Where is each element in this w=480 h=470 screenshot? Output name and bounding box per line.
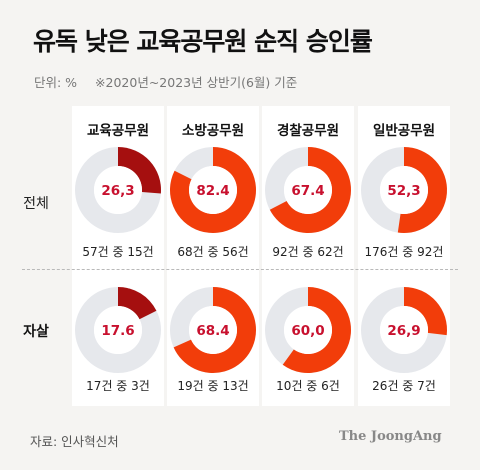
donut-hole [380,306,428,354]
donut-slice [118,287,157,320]
donut-caption: 19건 중 13건 [177,379,249,393]
donut-hole [189,166,237,214]
donut-value-label: 67.4 [291,183,324,199]
donut-slice [118,147,161,194]
donut-slice [173,287,257,373]
donut-slice [170,147,256,233]
donut-value-label: 26,3 [101,183,134,199]
publisher-logo: The JoongAng [339,429,442,444]
donut-value-label: 82.4 [196,183,229,199]
column-header: 일반공무원 [372,123,436,139]
donut-caption: 176건 중 92건 [364,245,444,259]
donut-caption: 68건 중 56건 [177,245,249,259]
column-header: 소방공무원 [181,123,245,139]
donut-slice [397,147,447,233]
donut-value-label: 52,3 [387,183,420,199]
donut-caption: 17건 중 3건 [86,379,150,393]
donut-hole [284,306,332,354]
donut-value-label: 26,9 [387,323,420,339]
column-header: 교육공무원 [86,123,150,139]
period-note: ※2020년~2023년 상반기(6월) 기준 [95,75,298,90]
row-divider [22,269,458,270]
donut-caption: 92건 중 62건 [272,245,344,259]
source-note: 자료: 인사혁신처 [30,434,119,449]
donut-hole [189,306,237,354]
donut-slice [282,287,351,373]
donut-caption: 10건 중 6건 [276,379,340,393]
row-label: 자살 [23,324,49,340]
donut-slice [404,287,447,336]
donut-caption: 26건 중 7건 [372,379,436,393]
donut-slice [269,147,351,234]
donut-value-label: 60,0 [291,323,324,339]
donut-value-label: 68.4 [196,323,229,339]
donut-hole [94,166,142,214]
donut-caption: 57건 중 15건 [82,245,154,259]
donut-hole [284,166,332,214]
donut-value-label: 17.6 [101,323,134,339]
donut-hole [94,306,142,354]
unit-note: 단위: % ※2020년~2023년 상반기(6월) 기준 [34,72,311,91]
row-label: 전체 [23,196,49,212]
unit-label: 단위: % [34,75,78,90]
donut-hole [380,166,428,214]
column-header: 경찰공무원 [276,123,340,139]
page-title: 유독 낮은 교육공무원 순직 승인률 [33,27,373,56]
